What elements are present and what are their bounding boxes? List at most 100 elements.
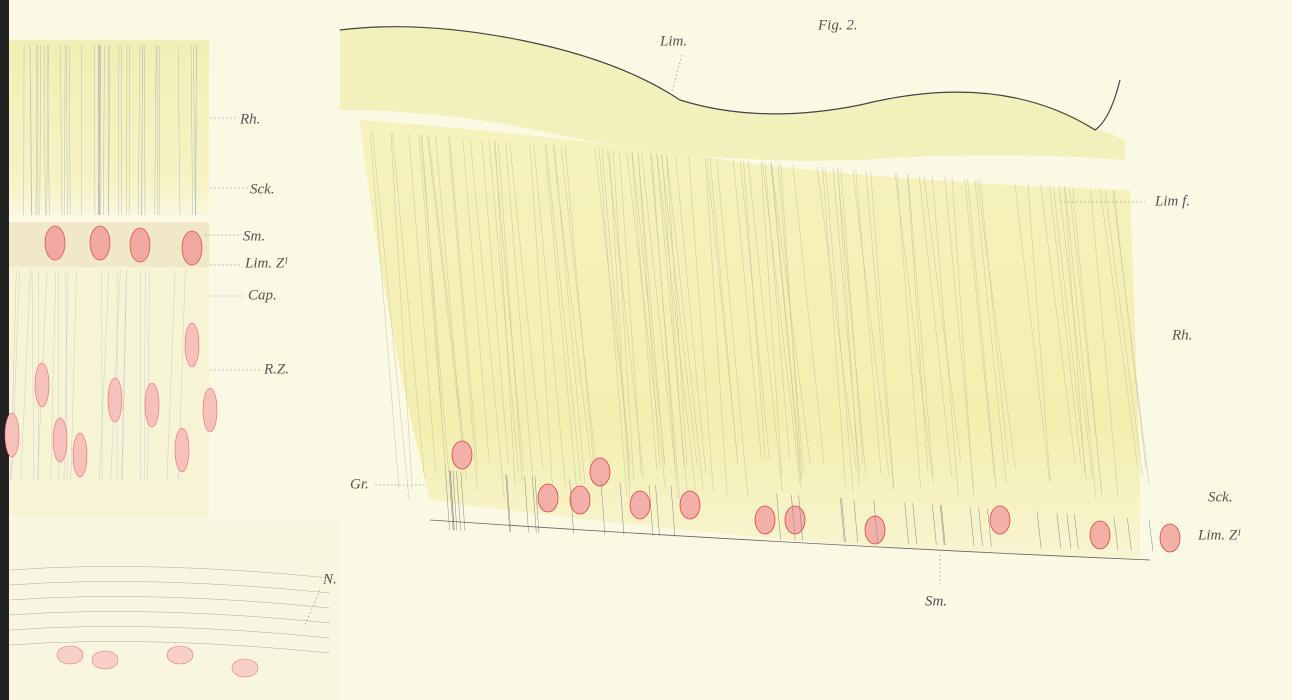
label: Cap. — [248, 287, 277, 303]
label: Gr. — [350, 476, 369, 492]
striation — [979, 179, 1009, 464]
striation — [822, 166, 846, 488]
fiber — [156, 44, 158, 216]
cell-stalk — [912, 503, 917, 545]
striations — [369, 130, 1150, 500]
fiber — [50, 269, 57, 481]
fiber — [108, 44, 110, 216]
striation — [661, 154, 685, 466]
striation — [1064, 186, 1097, 500]
striation — [1052, 185, 1087, 480]
striation — [967, 178, 997, 489]
fiber — [190, 44, 193, 216]
nucleus — [52, 417, 68, 463]
striation — [932, 175, 959, 497]
label: Sck. — [1208, 489, 1233, 505]
striation — [505, 141, 533, 477]
cell-stalk — [987, 508, 992, 547]
nerve-fiber — [9, 566, 331, 579]
striation — [449, 137, 479, 469]
striation — [1099, 189, 1138, 467]
striation — [1027, 183, 1051, 480]
striation — [1040, 184, 1076, 463]
nucleus — [181, 230, 203, 266]
cell-stalk — [619, 482, 625, 536]
striation — [601, 149, 631, 487]
fiber — [158, 44, 161, 216]
striation — [1058, 185, 1093, 479]
striation — [631, 151, 658, 470]
striation — [964, 178, 995, 478]
striation — [650, 153, 681, 500]
striation — [427, 135, 468, 483]
striation — [743, 160, 766, 461]
striation — [661, 154, 698, 467]
fiber — [110, 269, 121, 481]
striation — [493, 140, 524, 471]
cell-stalk — [932, 504, 937, 545]
label: Sm. — [925, 593, 947, 609]
nerve-fiber — [9, 611, 331, 624]
striation — [392, 132, 425, 478]
lim-outline — [339, 26, 1121, 131]
fiber — [70, 269, 77, 481]
striation — [421, 134, 446, 473]
cell-stalk — [452, 470, 458, 531]
striation — [481, 139, 509, 465]
nucleus — [144, 382, 160, 428]
striation — [408, 133, 437, 474]
striation — [688, 156, 714, 492]
fiber — [177, 44, 181, 216]
nucleus — [56, 645, 84, 665]
striation — [771, 162, 811, 464]
nucleus — [72, 432, 88, 478]
striation — [771, 162, 801, 465]
striation — [390, 132, 413, 490]
nucleus — [107, 377, 123, 423]
cell-stalk — [1066, 513, 1072, 549]
nucleus — [989, 505, 1011, 535]
striation — [448, 137, 478, 491]
striation — [870, 170, 895, 488]
label: Rh. — [239, 111, 260, 127]
striation — [641, 152, 677, 479]
striation — [418, 134, 447, 470]
label: Lim. — [659, 33, 687, 49]
cell-stalk — [1036, 511, 1042, 548]
striation — [716, 158, 749, 497]
striation — [533, 143, 566, 487]
nucleus — [184, 322, 200, 368]
left-cells — [4, 44, 331, 678]
striation — [855, 169, 882, 475]
striation — [656, 153, 696, 491]
striation — [733, 159, 762, 461]
cell-stalk — [600, 481, 606, 535]
nucleus — [174, 427, 190, 473]
striation — [552, 145, 592, 470]
nucleus — [34, 362, 50, 408]
striation — [369, 130, 400, 490]
fiber — [147, 269, 150, 481]
label: N. — [322, 571, 337, 587]
striation — [494, 140, 516, 485]
cell-stalk — [448, 470, 454, 531]
striation — [974, 179, 1007, 484]
striation — [1113, 190, 1147, 470]
striation — [837, 168, 860, 486]
striation — [825, 167, 854, 494]
nucleus — [784, 505, 806, 535]
fiber — [46, 44, 49, 216]
nucleus — [629, 490, 651, 520]
nucleus — [166, 645, 194, 665]
cell-stalk — [532, 476, 537, 533]
striation — [469, 138, 505, 499]
cell-stalk — [1074, 514, 1079, 550]
fiber — [63, 44, 66, 216]
nucleus — [569, 485, 591, 515]
striation — [770, 162, 802, 485]
cell-stalk — [776, 493, 781, 541]
fiber — [35, 44, 38, 216]
striation — [852, 169, 890, 478]
label: R.Z. — [263, 361, 289, 377]
